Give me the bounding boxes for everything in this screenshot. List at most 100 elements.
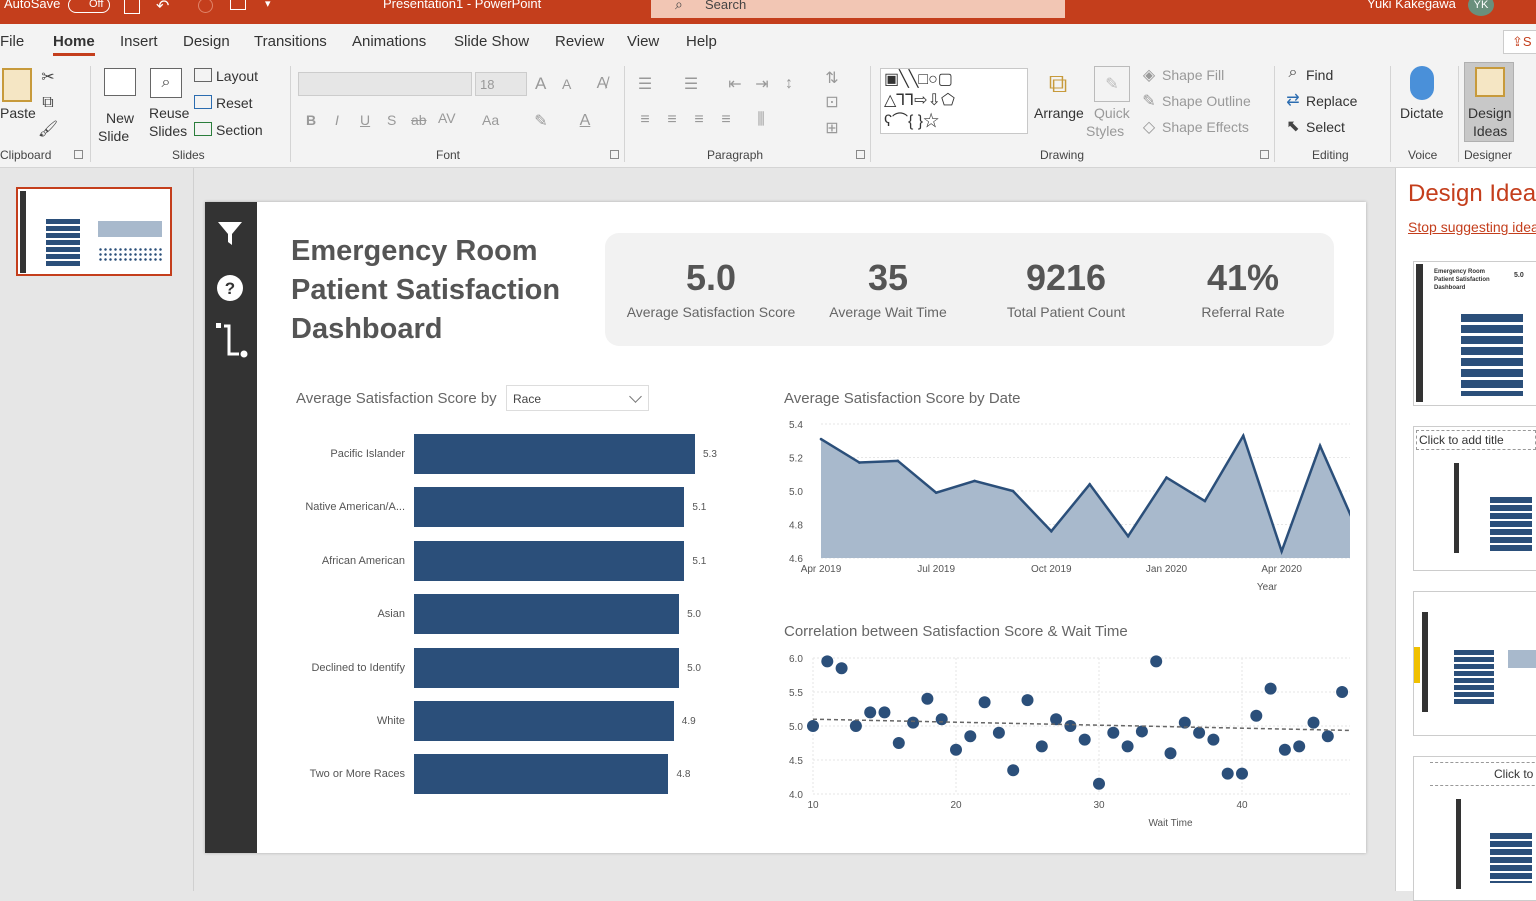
rectangle-shape-icon[interactable]: □ (918, 71, 929, 88)
font-size-dropdown[interactable]: 18 (475, 72, 527, 96)
bar[interactable] (414, 594, 680, 635)
pentagon-shape-icon[interactable]: ⬠ (940, 92, 955, 109)
filter-icon[interactable] (216, 219, 244, 247)
oval-shape-icon[interactable]: ○ (928, 71, 938, 88)
undo-icon[interactable]: ↶ (156, 0, 170, 15)
new-slide-label[interactable]: New (106, 110, 135, 126)
design-idea-2[interactable]: Click to add title (1413, 426, 1536, 571)
new-slide-icon[interactable] (104, 68, 136, 96)
design-ideas-button[interactable]: Design Ideas (1464, 62, 1514, 142)
smartart-icon[interactable]: ⊞ (825, 120, 839, 137)
section-icon[interactable] (194, 122, 212, 136)
bold-button[interactable]: B (306, 112, 317, 128)
slide-canvas[interactable]: ? Emergency Room Patient Satisfaction Da… (205, 202, 1366, 853)
tab-help[interactable]: Help (686, 33, 717, 50)
shape-effects-icon[interactable]: ◇ (1142, 119, 1156, 136)
select-button[interactable]: Select (1306, 119, 1345, 135)
paste-button[interactable]: Paste (0, 105, 36, 121)
share-button[interactable]: ⇪S (1503, 30, 1536, 54)
tab-slide-show[interactable]: Slide Show (454, 33, 530, 50)
slide-thumbnail-1[interactable] (16, 187, 172, 276)
customize-qat-icon[interactable]: ▾ (265, 0, 271, 10)
strikethrough-button[interactable]: ab (411, 112, 427, 128)
rounded-rect-shape-icon[interactable]: ▢ (937, 71, 953, 88)
justify-icon[interactable]: ≡ (721, 111, 731, 128)
curve-shape-icon[interactable]: ʕ⌒ (884, 113, 909, 130)
copy-icon[interactable]: ⧉ (42, 94, 54, 111)
reset-icon[interactable] (194, 95, 212, 109)
layout-icon[interactable] (194, 68, 212, 82)
autosave-toggle[interactable]: Off (68, 0, 110, 13)
paste-icon[interactable] (2, 68, 32, 102)
redo-icon[interactable] (198, 0, 213, 13)
font-launcher-icon[interactable] (610, 150, 619, 159)
shrink-font-button[interactable]: A (562, 76, 572, 92)
tab-animations[interactable]: Animations (352, 33, 427, 50)
arrow-shape-icon[interactable]: ⇨⇩ (914, 92, 941, 109)
stop-suggesting-link[interactable]: Stop suggesting ideas (1408, 219, 1536, 235)
section-button[interactable]: Section (216, 122, 263, 138)
user-name[interactable]: Yuki Kakegawa (1367, 0, 1456, 11)
cut-icon[interactable]: ✂ (41, 69, 55, 86)
increase-indent-icon[interactable]: ⇥ (755, 76, 769, 93)
align-text-icon[interactable]: ⊡ (825, 94, 839, 111)
replace-button[interactable]: Replace (1306, 93, 1358, 109)
text-box-shape-icon[interactable]: ▣ (884, 71, 900, 88)
design-idea-1[interactable]: Emergency Room Patient Satisfaction Dashbo… (1413, 261, 1536, 406)
search-box[interactable]: ⌕ Search (651, 0, 1065, 18)
tab-insert[interactable]: Insert (120, 33, 158, 50)
quick-styles-button[interactable]: Quick (1094, 105, 1130, 121)
char-spacing-button[interactable]: AV (438, 110, 456, 126)
reuse-slides-icon[interactable]: ⌕ (150, 68, 182, 98)
design-idea-4[interactable]: Click to (1413, 756, 1536, 901)
font-name-dropdown[interactable] (298, 72, 472, 96)
format-painter-icon[interactable]: 🖌 (37, 121, 59, 138)
grow-font-button[interactable]: A (535, 74, 547, 93)
shadow-button[interactable]: S (387, 112, 397, 128)
tab-transitions[interactable]: Transitions (254, 33, 327, 50)
bar[interactable] (414, 487, 685, 528)
reuse-slides-label-2[interactable]: Slides (149, 123, 188, 139)
present-icon[interactable] (230, 0, 246, 10)
star-shape-icon[interactable]: ☆ (923, 113, 940, 130)
arrange-button[interactable]: Arrange (1034, 105, 1084, 121)
select-icon[interactable]: ⬉ (1286, 118, 1300, 135)
tab-review[interactable]: Review (555, 33, 605, 50)
highlight-icon[interactable]: ✎ (534, 113, 548, 130)
avatar[interactable]: YK (1468, 0, 1494, 16)
numbering-icon[interactable]: ☰ (683, 76, 699, 93)
help-icon[interactable]: ? (215, 273, 245, 303)
line-shape-icon[interactable]: ╲╲ (899, 71, 919, 88)
reset-button[interactable]: Reset (216, 95, 253, 111)
font-color-icon[interactable]: A (579, 112, 591, 129)
shape-fill-icon[interactable]: ◈ (1142, 67, 1156, 84)
find-button[interactable]: Find (1306, 67, 1334, 83)
quick-styles-icon[interactable]: ✎ (1094, 66, 1130, 102)
dictate-button[interactable]: Dictate (1400, 105, 1444, 121)
bar[interactable] (414, 647, 680, 688)
line-spacing-icon[interactable]: ↕ (785, 75, 793, 92)
tab-design[interactable]: Design (183, 33, 230, 50)
tab-file[interactable]: File (0, 33, 25, 50)
tab-view[interactable]: View (627, 33, 660, 50)
drill-through-icon[interactable] (215, 322, 249, 360)
arrange-icon[interactable]: ⧉ (1048, 68, 1068, 98)
bar[interactable] (414, 540, 685, 581)
tab-home[interactable]: Home (53, 33, 95, 56)
bullets-icon[interactable]: ☰ (637, 76, 653, 93)
bar[interactable] (414, 701, 674, 741)
decrease-indent-icon[interactable]: ⇤ (728, 76, 742, 93)
text-direction-icon[interactable]: ⇅ (825, 70, 839, 87)
reuse-slides-label[interactable]: Reuse (149, 105, 190, 121)
align-right-icon[interactable]: ≡ (694, 111, 704, 128)
columns-icon[interactable]: ⫼ (757, 111, 765, 128)
clear-formatting-icon[interactable]: A̸ (596, 75, 608, 92)
quick-styles-button-2[interactable]: Styles (1086, 123, 1125, 139)
paragraph-launcher-icon[interactable] (856, 150, 865, 159)
design-idea-3[interactable] (1413, 591, 1536, 736)
shape-effects-button[interactable]: Shape Effects (1162, 119, 1249, 135)
align-left-icon[interactable]: ≡ (640, 111, 650, 128)
shape-fill-button[interactable]: Shape Fill (1162, 67, 1225, 83)
category-dropdown[interactable]: Race (506, 385, 649, 411)
save-icon[interactable] (124, 0, 140, 14)
